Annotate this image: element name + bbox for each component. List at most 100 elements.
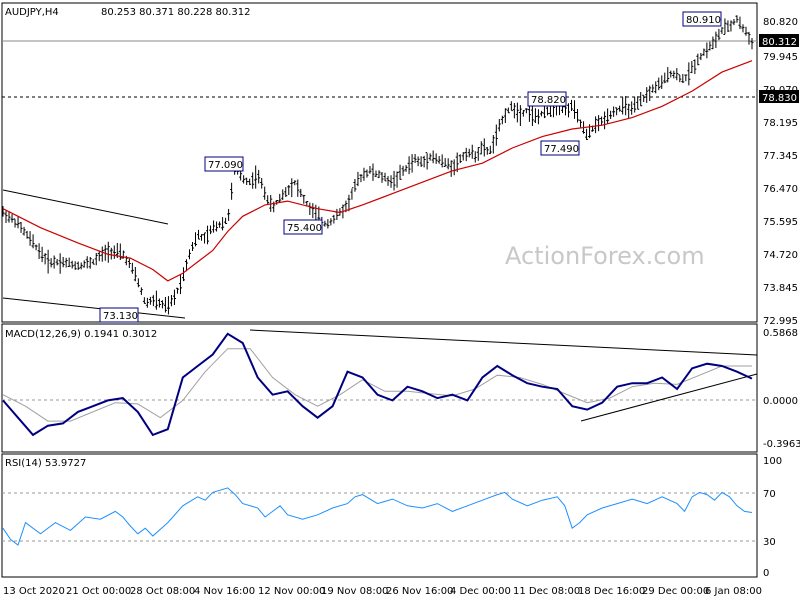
ohlc-bar [67,257,71,267]
ohlc-bar [560,105,564,113]
time-axis: 13 Oct 2020 21 Oct 00:00 28 Oct 08:00 4 … [3,586,762,597]
ohlc-bar [311,203,315,219]
price-tick: 80.820 [763,17,798,28]
ohlc-bar [275,199,279,205]
watermark: ActionForex.com [505,242,705,270]
trendline-upper [2,189,169,225]
ohlc-bar [64,257,68,268]
ohlc-bar [660,75,664,89]
current-price-label: 80.312 [762,37,797,48]
time-tick: 21 Oct 00:00 [66,586,131,597]
ohlc-bar [7,211,11,223]
ohlc-bar [359,174,363,183]
ohlc-bar [184,259,188,272]
ohlc-bar [73,261,77,270]
ohlc-bar [200,234,204,241]
ohlc-bar [58,253,62,274]
ohlc-bar [687,62,691,86]
ohlc-bar [576,108,580,123]
ohlc-bar [621,97,625,115]
ohlc-bar [308,202,312,215]
ohlc-bar [645,87,649,103]
ohlc-bar [43,253,47,265]
ohlc-bar [16,215,20,229]
ohlc-bar [389,175,393,188]
ohlc-bar [392,170,396,191]
ohlc-bar [181,267,185,282]
time-tick: 29 Dec 00:00 [642,586,709,597]
ohlc-bar [10,214,14,223]
ohlc-bar [699,53,703,61]
rsi-tick: 30 [763,537,776,548]
ohlc-bar [636,96,640,110]
ohlc-bar [88,257,92,269]
ohlc-bar [335,208,339,220]
level-label: 78.830 [762,93,797,104]
ohlc-bar [503,108,507,123]
ohlc-bar [130,262,134,274]
ohlc-bar [669,70,673,78]
ohlc-bar [191,242,195,252]
ohlc-bar [76,261,80,270]
ohlc-bar [136,278,140,288]
ohlc-bar [284,187,288,197]
ohlc-bar [169,295,173,307]
ohlc-bar [371,163,375,181]
ohlc-bar [720,27,724,34]
time-tick: 13 Oct 2020 [3,586,65,597]
time-tick: 6 Jan 08:00 [705,586,762,597]
annotation-high: 80.910 [686,15,721,26]
ohlc-bar [464,147,468,162]
price-tick: 77.345 [763,151,798,162]
ohlc-bar [106,241,110,263]
ohlc-bar [160,300,164,309]
ohlc-bar [22,226,26,236]
ohlc-bar [148,296,152,305]
ohlc-bar [227,209,231,221]
ohlc-bar [747,31,751,45]
ohlc-bar [404,164,408,172]
ohlc-bar [362,167,366,181]
ohlc-bar [19,222,23,233]
ohlc-bar [717,28,721,41]
ohlc-bar [251,172,255,189]
chart-header-ohlc: 80.253 80.371 80.228 80.312 [101,7,251,18]
price-tick: 76.470 [763,184,798,195]
annotation-77490: 77.490 [544,144,579,155]
ohlc-bar [485,147,489,155]
annotation-box [283,219,323,235]
ohlc-bar [28,231,32,246]
ohlc-bar [206,225,210,245]
ohlc-bar [142,297,146,304]
price-tick: 78.195 [763,118,798,129]
time-tick: 26 Nov 16:00 [386,586,453,597]
ohlc-bar [91,259,95,265]
ohlc-bar [242,175,246,184]
ohlc-bar [500,115,504,125]
trendline-lower [2,297,186,319]
annotation-73130: 73.130 [103,311,138,322]
annotation-box [99,307,139,323]
ohlc-bar [735,15,739,23]
ohlc-bar [197,229,201,240]
ohlc-bar [473,151,477,163]
ohlc-bar [260,178,264,189]
annotation-box [527,91,567,107]
ohlc-bar [112,245,116,259]
ohlc-bar [476,146,480,161]
macd-label: MACD(12,26,9) 0.1941 0.3012 [5,329,157,340]
ohlc-bar [479,141,483,155]
ohlc-bar [422,155,426,168]
ohlc-bar [732,18,736,26]
ohlc-bar [524,108,528,114]
ohlc-bar [100,246,104,262]
ohlc-bar [536,109,540,125]
ohlc-bar [663,72,667,84]
ohlc-bar [738,16,742,30]
ohlc-bar [750,37,754,50]
ohlc-bar [4,210,8,223]
ohlc-bar [356,171,360,187]
ohlc-bar [597,115,601,132]
ohlc-bar [518,105,522,127]
ohlc-bar [347,194,351,212]
